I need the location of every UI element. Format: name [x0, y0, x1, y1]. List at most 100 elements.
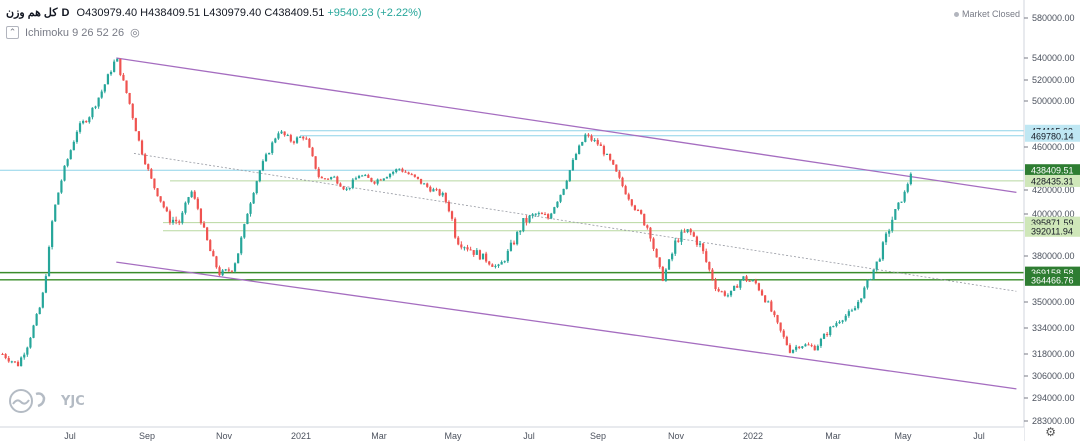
candle-body: [624, 186, 627, 195]
candle-body: [481, 253, 485, 260]
candle-body: [317, 168, 320, 177]
candle-body: [717, 289, 720, 292]
candle-body: [609, 153, 612, 160]
candle-body: [478, 250, 482, 260]
candle-body: [506, 250, 509, 262]
candle-body: [398, 168, 401, 170]
candle-body: [193, 191, 196, 199]
candle-body: [788, 345, 792, 353]
candle-body: [621, 177, 624, 187]
candle-body: [491, 264, 494, 267]
settings-gear-icon[interactable]: ⚙: [1045, 425, 1056, 439]
candle-body: [218, 267, 221, 276]
hide-eye-icon[interactable]: ◎: [130, 27, 140, 39]
candle-body: [181, 212, 184, 223]
candle-body: [770, 301, 773, 312]
candle-body: [209, 240, 212, 252]
candle-body: [466, 247, 469, 250]
candle-body: [680, 231, 683, 242]
mid-channel-line[interactable]: [133, 153, 1017, 292]
candle-body: [683, 231, 686, 233]
candle-body: [702, 243, 705, 252]
x-tick-label: Nov: [216, 431, 233, 441]
candle-body: [646, 225, 649, 228]
candle-body: [822, 333, 826, 339]
timeframe[interactable]: D: [61, 7, 70, 19]
candle-body: [720, 291, 723, 293]
indicator-name[interactable]: Ichimoku 9 26 52 26: [25, 26, 125, 39]
candle-body: [779, 322, 782, 331]
candle-body: [106, 74, 110, 85]
candle-body: [379, 179, 382, 181]
candle-body: [75, 131, 79, 142]
price-tag[interactable]: [1025, 129, 1080, 142]
candle-body: [295, 137, 299, 143]
x-tick-label: May: [444, 431, 462, 441]
upper-channel-line[interactable]: [116, 57, 1017, 194]
candle-body: [302, 136, 305, 139]
candle-body: [689, 229, 692, 233]
y-tick-label: 540000.00: [1032, 53, 1075, 63]
candle-body: [767, 301, 770, 303]
candle-body: [469, 249, 472, 251]
candle-body: [410, 174, 413, 176]
candle-body: [547, 214, 550, 219]
candle-body: [748, 280, 751, 282]
candle-body: [819, 338, 823, 346]
y-tick-label: 420000.00: [1032, 185, 1075, 195]
candle-body: [274, 138, 277, 143]
candle-body: [832, 326, 835, 328]
x-tick-label: 2021: [291, 431, 311, 441]
candle-body: [299, 136, 302, 138]
candle-body: [556, 201, 559, 208]
lower-channel-line[interactable]: [116, 261, 1017, 390]
price-tag[interactable]: [1025, 174, 1080, 187]
candle-body: [596, 140, 599, 145]
change-value: +9540.23 (+2.22%): [327, 7, 422, 19]
candle-body: [655, 248, 658, 258]
time-axis[interactable]: [0, 427, 1024, 441]
candle-body: [419, 178, 423, 184]
candle-body: [264, 154, 268, 162]
candle-body: [543, 214, 547, 216]
price-tag-label: 469780.14: [1031, 131, 1074, 141]
candle-body: [268, 152, 271, 155]
candle-body: [444, 193, 447, 202]
price-tag[interactable]: [1025, 224, 1080, 237]
candle-body: [853, 308, 857, 311]
candle-body: [78, 123, 82, 132]
candle-body: [91, 107, 94, 118]
candle-body: [795, 346, 798, 350]
candle-body: [708, 261, 711, 270]
candle-body: [339, 183, 342, 187]
status-dot-icon: [953, 12, 959, 18]
candle-body: [94, 106, 97, 108]
price-tag[interactable]: [1025, 164, 1080, 177]
candle-body: [243, 224, 246, 238]
candle-body: [531, 214, 534, 216]
candle-body: [698, 243, 702, 245]
candle-body: [602, 146, 606, 155]
candle-body: [804, 344, 807, 347]
candle-body: [100, 91, 103, 98]
y-tick-label: 283000.00: [1032, 416, 1075, 426]
candle-body: [888, 230, 891, 234]
candle-body: [252, 193, 255, 204]
y-tick-label: 294000.00: [1032, 393, 1075, 403]
candle-body: [246, 213, 249, 225]
collapse-icon[interactable]: ⌃: [6, 26, 19, 39]
candle-body: [447, 201, 451, 212]
candle-body: [844, 315, 847, 321]
x-tick-label: Nov: [668, 431, 685, 441]
y-tick-label: 460000.00: [1032, 142, 1075, 152]
candle-body: [240, 237, 243, 254]
symbol-name[interactable]: کل هم وزن: [6, 7, 58, 19]
candle-body: [640, 210, 643, 214]
candle-body: [534, 213, 537, 215]
candle-body: [525, 218, 528, 223]
price-tag[interactable]: [1025, 273, 1080, 286]
y-tick-label: 334000.00: [1032, 323, 1075, 333]
candle-body: [258, 170, 261, 182]
y-tick-label: 520000.00: [1032, 75, 1075, 85]
